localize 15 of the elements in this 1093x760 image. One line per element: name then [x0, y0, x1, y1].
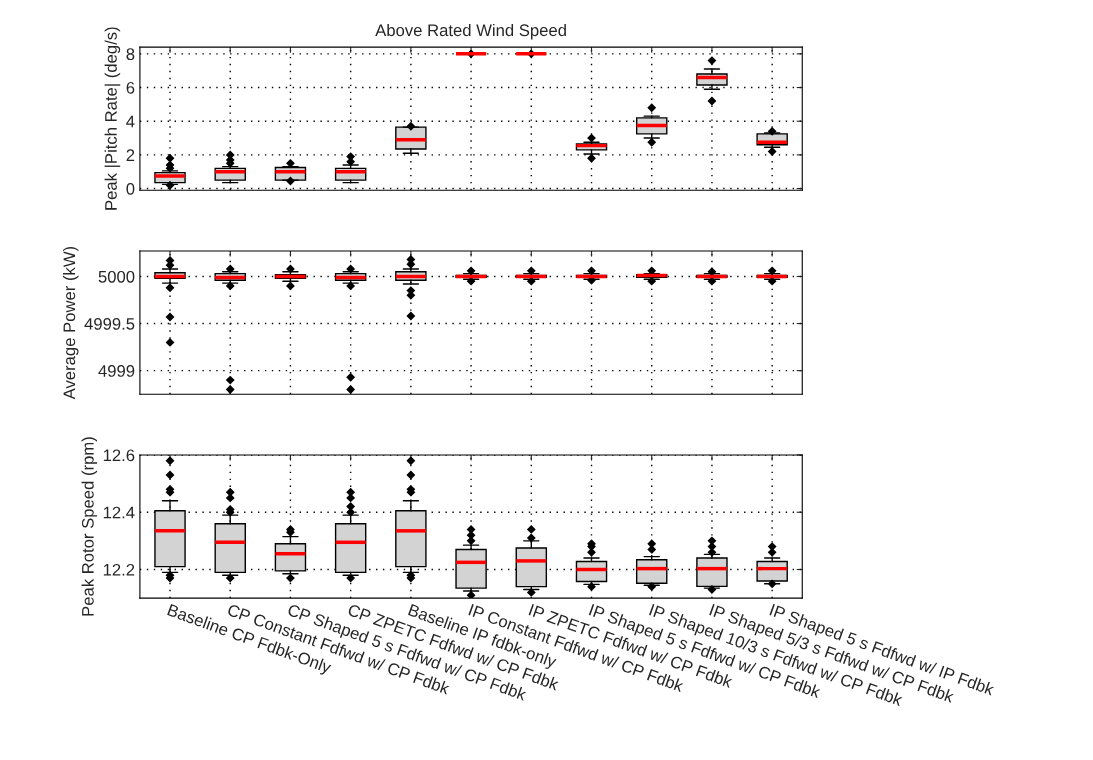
- y-axis-title: Average Power (kW): [62, 246, 79, 400]
- y-tick-label: 8: [126, 48, 135, 61]
- y-tick-label: 0: [126, 182, 135, 195]
- y-tick-label: 6: [126, 81, 135, 94]
- y-tick-label: 4: [126, 115, 135, 128]
- y-tick-label: 4999.5: [84, 317, 135, 330]
- y-axis-title: Peak |Pitch Rate| (deg/s): [104, 27, 121, 210]
- y-tick-label: 4999: [98, 365, 135, 377]
- chart-title: Above Rated Wind Speed: [375, 23, 566, 40]
- y-tick-label: 12.6: [103, 449, 135, 462]
- y-tick-label: 2: [126, 149, 135, 161]
- y-axis-title: Peak Rotor Speed (rpm): [81, 437, 98, 616]
- y-tick-label: 12.2: [103, 563, 135, 576]
- y-tick-label: 5000: [98, 270, 135, 283]
- y-tick-label: 12.4: [103, 506, 135, 519]
